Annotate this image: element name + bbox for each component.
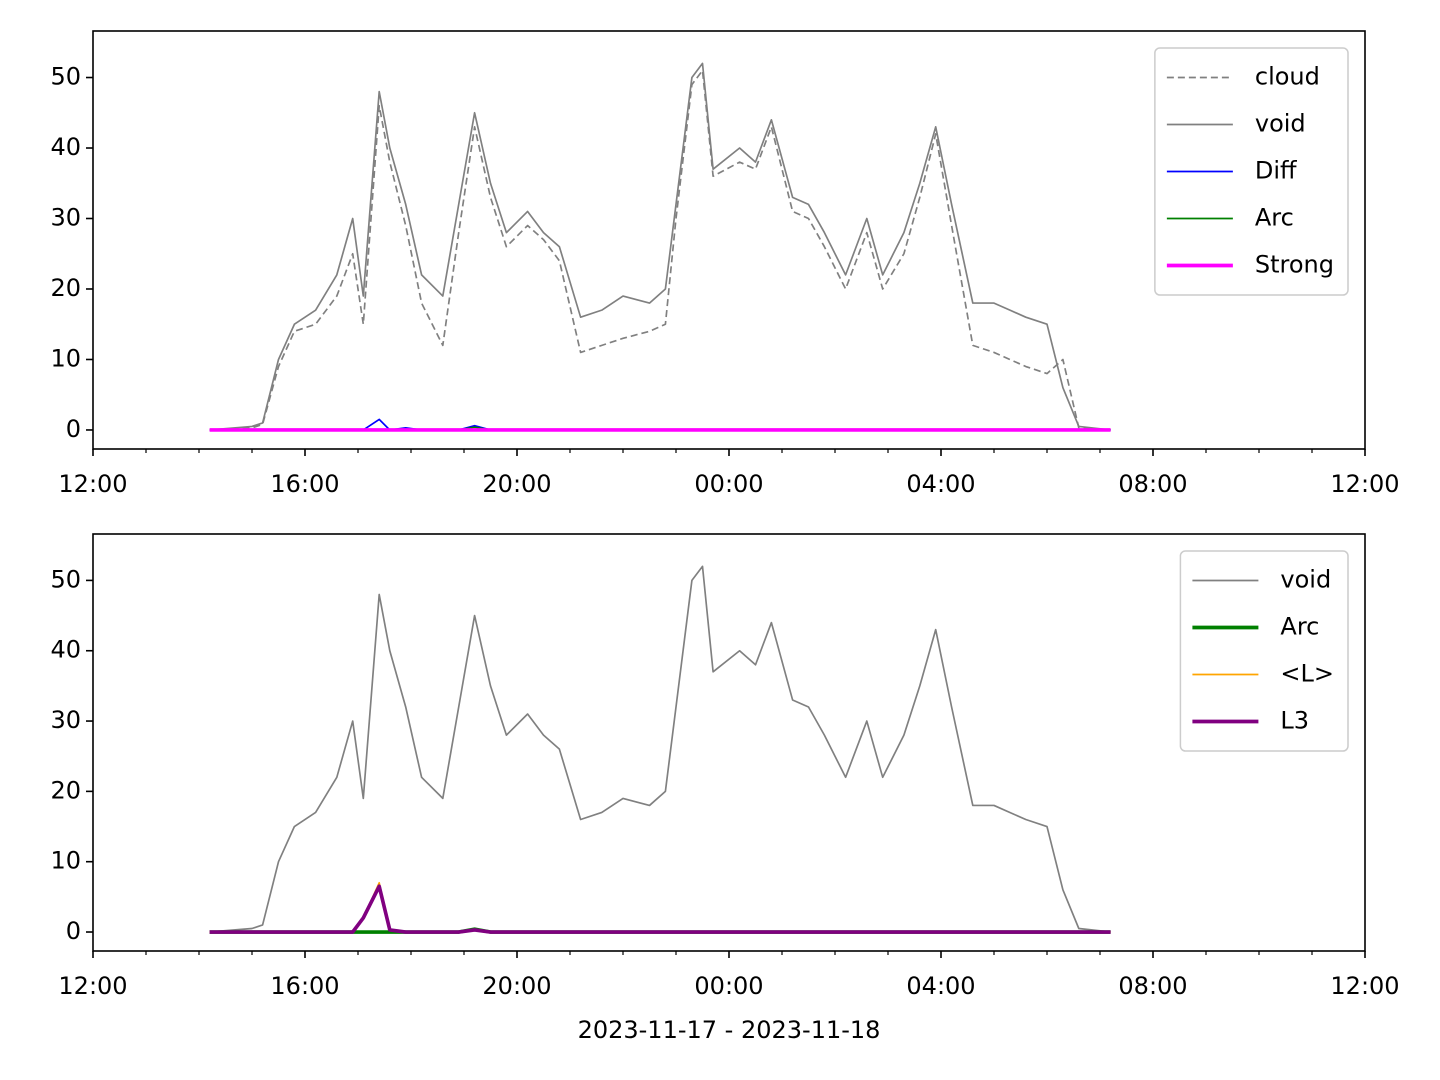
series-line (209, 881, 1111, 933)
y-tick-label: 10 (50, 344, 81, 372)
y-tick-label: 0 (66, 415, 81, 443)
series-line (209, 62, 1111, 431)
legend-label: void (1280, 566, 1331, 594)
x-tick-label: 16:00 (270, 470, 339, 498)
x-tick-label: 00:00 (694, 470, 763, 498)
legend-label: <L> (1280, 660, 1334, 688)
axes-frame (92, 30, 1366, 450)
x-tick-label: 12:00 (58, 972, 127, 1000)
y-tick-label: 20 (50, 274, 81, 302)
y-tick-label: 40 (50, 133, 81, 161)
legend-label: Strong (1255, 251, 1334, 279)
legend-box (1154, 47, 1349, 296)
x-tick-label: 08:00 (1118, 470, 1187, 498)
y-tick-label: 50 (50, 63, 81, 91)
x-tick-label: 12:00 (1330, 972, 1399, 1000)
y-tick-label: 30 (50, 204, 81, 232)
y-tick-label: 20 (50, 776, 81, 804)
series-line (209, 565, 1111, 933)
x-tick-label: 20:00 (482, 972, 551, 1000)
x-tick-label: 16:00 (270, 972, 339, 1000)
legend-label: void (1255, 110, 1306, 138)
x-tick-label: 12:00 (1330, 470, 1399, 498)
legend-label: Arc (1280, 613, 1319, 641)
legend-label: L3 (1280, 707, 1309, 735)
x-axis-label: 2023-11-17 - 2023-11-18 (578, 1016, 881, 1044)
y-tick-label: 10 (50, 847, 81, 875)
x-tick-label: 12:00 (58, 470, 127, 498)
legend-box (1179, 550, 1349, 752)
y-tick-label: 0 (66, 917, 81, 945)
x-tick-label: 04:00 (906, 972, 975, 1000)
x-tick-label: 20:00 (482, 470, 551, 498)
axes-frame (92, 533, 1366, 952)
legend-label: Arc (1255, 204, 1294, 232)
plot-area (209, 565, 1111, 934)
x-tick-label: 08:00 (1118, 972, 1187, 1000)
y-tick-label: 50 (50, 565, 81, 593)
series-line (209, 884, 1111, 934)
legend-label: cloud (1255, 63, 1320, 91)
x-tick-label: 04:00 (906, 470, 975, 498)
plot-area (209, 62, 1111, 432)
x-tick-label: 00:00 (694, 972, 763, 1000)
y-tick-label: 30 (50, 706, 81, 734)
y-tick-label: 40 (50, 636, 81, 664)
legend-label: Diff (1255, 157, 1297, 185)
series-line (209, 69, 1111, 431)
